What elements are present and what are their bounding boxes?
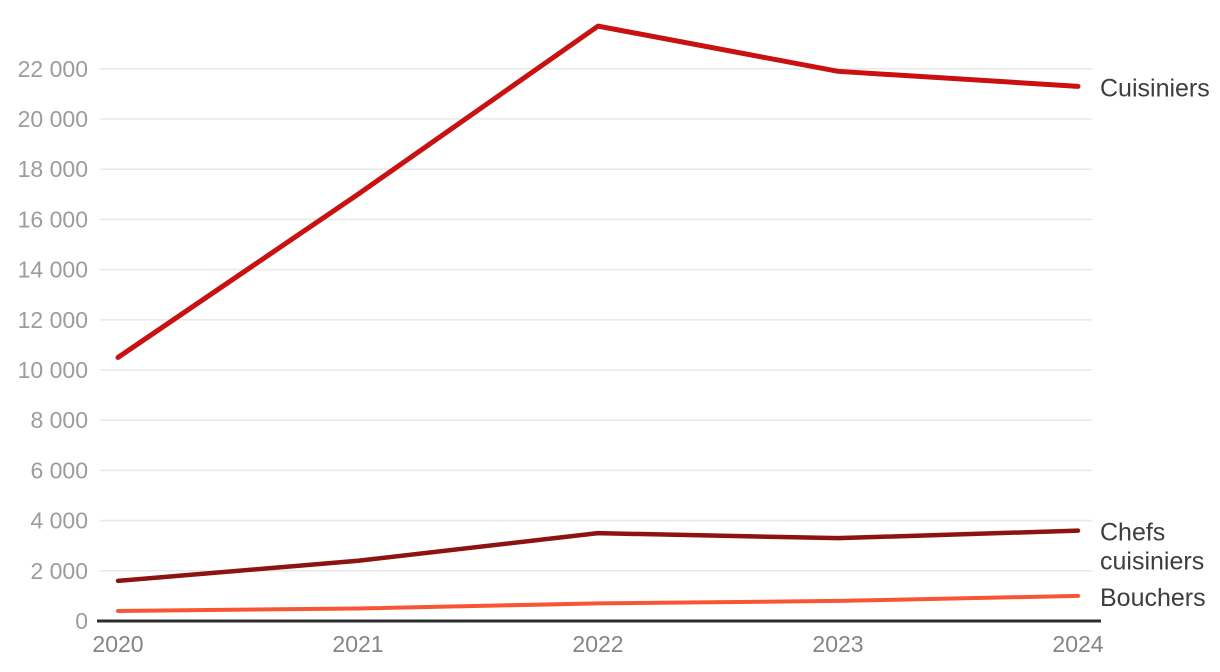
series-label-cuisiniers: Cuisiniers — [1100, 74, 1210, 102]
y-tick-label-2000: 2 000 — [30, 558, 88, 584]
series-label-bouchers: Bouchers — [1100, 584, 1206, 612]
y-tick-label-16000: 16 000 — [18, 206, 88, 232]
x-tick-label-2020: 2020 — [92, 631, 143, 657]
y-tick-label-4000: 4 000 — [30, 508, 88, 534]
y-tick-label-22000: 22 000 — [18, 56, 88, 82]
x-tick-label-2023: 2023 — [812, 631, 863, 657]
x-tick-label-2021: 2021 — [332, 631, 383, 657]
x-tick-label-2024: 2024 — [1052, 631, 1103, 657]
y-tick-label-8000: 8 000 — [30, 407, 88, 433]
y-tick-label-0: 0 — [75, 608, 88, 634]
y-tick-label-20000: 20 000 — [18, 106, 88, 132]
y-tick-label-18000: 18 000 — [18, 156, 88, 182]
series-line-bouchers — [116, 593, 1080, 613]
series-line-chefs-cuisiniers — [115, 528, 1081, 584]
y-tick-label-6000: 6 000 — [30, 457, 88, 483]
series-line-cuisiniers — [115, 23, 1081, 360]
y-tick-label-12000: 12 000 — [18, 307, 88, 333]
y-tick-label-14000: 14 000 — [18, 257, 88, 283]
y-tick-label-10000: 10 000 — [18, 357, 88, 383]
series-label-chefs-cuisiniers: Chefs cuisiniers — [1100, 519, 1204, 576]
x-tick-label-2022: 2022 — [572, 631, 623, 657]
